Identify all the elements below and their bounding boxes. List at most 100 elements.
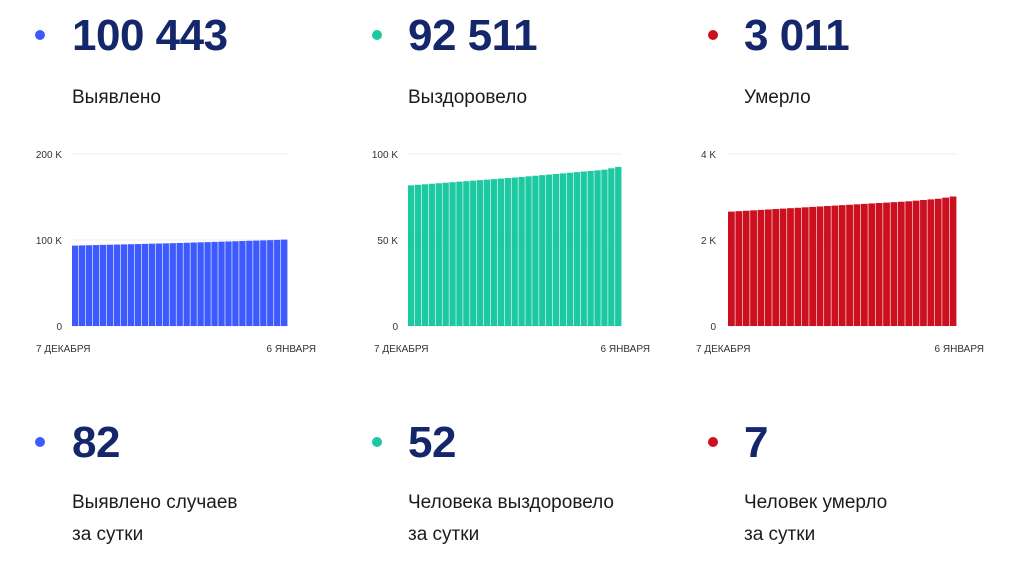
detected-bar (183, 242, 190, 326)
deaths-bar (934, 198, 942, 326)
detected-bar (127, 244, 135, 326)
deaths-bar (809, 206, 817, 326)
deaths-bar (853, 204, 861, 326)
deaths-bar (927, 199, 935, 326)
deaths-daily-label-line2: за сутки (744, 524, 816, 545)
recovered-bar (573, 172, 580, 326)
recovered-y-tick-label: 50 K (377, 236, 398, 247)
recovered-bar (442, 182, 449, 326)
deaths-bar (824, 206, 831, 326)
deaths-dot-icon (708, 30, 718, 40)
detected-bar (239, 241, 246, 326)
detected-total-label: Выявлено (72, 87, 161, 108)
recovered-bar (559, 173, 567, 326)
detected-chart: 0 100 K 200 K 7 ДЕКАБРЯ 6 ЯНВАРЯ (0, 140, 330, 365)
deaths-total-label: Умерло (744, 87, 811, 108)
detected-daily-label-line2: за сутки (72, 524, 144, 545)
detected-bar (155, 243, 162, 326)
deaths-daily-label-line1: Человек умерло (744, 492, 888, 513)
detected-bar (253, 240, 260, 326)
recovered-bar (552, 173, 560, 326)
deaths-bar (742, 210, 750, 326)
detected-x-end-label: 6 ЯНВАРЯ (267, 344, 316, 355)
recovered-bar (587, 170, 594, 326)
detected-y-tick-label: 200 K (36, 150, 62, 161)
recovered-bar (566, 172, 574, 326)
detected-y-tick-label: 100 K (36, 236, 62, 247)
recovered-x-start-label: 7 ДЕКАБРЯ (374, 344, 429, 355)
detected-bar (267, 240, 274, 326)
deaths-x-start-label: 7 ДЕКАБРЯ (696, 344, 751, 355)
recovered-daily-dot-icon (372, 437, 382, 447)
recovered-bar (428, 183, 436, 326)
deaths-daily-value: 7 (744, 418, 768, 467)
recovered-bar (594, 170, 601, 326)
deaths-bar (905, 201, 913, 326)
deaths-bar (883, 202, 890, 326)
detected-bar (106, 244, 114, 326)
detected-daily-value: 82 (72, 418, 120, 467)
deaths-bar (942, 197, 950, 326)
detected-bar (134, 244, 142, 326)
recovered-bar (456, 181, 463, 326)
recovered-bar (470, 180, 477, 326)
detected-daily-label-line1: Выявлено случаев (72, 492, 238, 513)
detected-bar (260, 240, 267, 326)
deaths-bar (838, 205, 846, 326)
recovered-daily-label-line2: за сутки (408, 524, 480, 545)
recovered-bar (449, 182, 456, 326)
recovered-bar (497, 178, 505, 326)
deaths-bar (831, 205, 839, 326)
detected-bar (218, 241, 225, 326)
recovered-x-end-label: 6 ЯНВАРЯ (601, 344, 650, 355)
recovered-bar (615, 166, 622, 326)
deaths-bar (912, 200, 920, 326)
deaths-bar (728, 211, 735, 326)
deaths-bar (764, 209, 772, 326)
detected-bar (120, 244, 128, 326)
recovered-bar (518, 176, 525, 326)
recovered-bar (408, 185, 415, 326)
deaths-y-tick-label: 4 K (701, 150, 716, 161)
deaths-bar (920, 200, 927, 326)
detected-bar (113, 244, 121, 326)
recovered-chart: 0 50 K 100 K 7 ДЕКАБРЯ 6 ЯНВАРЯ (336, 140, 666, 365)
detected-bar (204, 242, 211, 326)
detected-y-tick-label: 0 (56, 322, 62, 333)
detected-bar (148, 243, 156, 326)
detected-bar (85, 245, 93, 326)
deaths-chart: 0 2 K 4 K 7 ДЕКАБРЯ 6 ЯНВАРЯ (660, 140, 1000, 365)
recovered-total-label: Выздоровело (408, 87, 528, 108)
detected-total-value: 100 443 (72, 11, 228, 60)
deaths-bar (868, 203, 876, 326)
detected-bar (246, 240, 253, 326)
recovered-total-value: 92 511 (408, 11, 538, 60)
deaths-x-end-label: 6 ЯНВАРЯ (935, 344, 984, 355)
detected-dot-icon (35, 30, 45, 40)
recovered-daily-label-line1: Человека выздоровело (408, 492, 615, 513)
deaths-bar (846, 204, 853, 326)
recovered-dot-icon (372, 30, 382, 40)
detected-bar (141, 243, 149, 326)
detected-bar (232, 241, 239, 326)
deaths-bar (875, 203, 883, 326)
recovered-bar (477, 180, 484, 326)
detected-bar (197, 242, 204, 326)
detected-bar (274, 239, 281, 326)
recovered-bar (525, 176, 532, 326)
recovered-bar (421, 184, 429, 326)
recovered-bar (608, 168, 615, 326)
recovered-chart-svg: 0 50 K 100 K 7 ДЕКАБРЯ 6 ЯНВАРЯ (372, 150, 650, 355)
deaths-bar (794, 207, 802, 326)
deaths-bar (757, 209, 765, 326)
deaths-daily-dot-icon (708, 437, 718, 447)
recovered-bar (435, 183, 442, 326)
detected-bar (211, 241, 218, 326)
deaths-bar (816, 206, 824, 326)
deaths-bar (897, 201, 905, 326)
detected-bar (92, 245, 100, 326)
recovered-bar (511, 177, 518, 326)
deaths-total-value: 3 011 (744, 11, 850, 60)
recovered-bar (463, 181, 470, 326)
deaths-bar (890, 202, 898, 326)
